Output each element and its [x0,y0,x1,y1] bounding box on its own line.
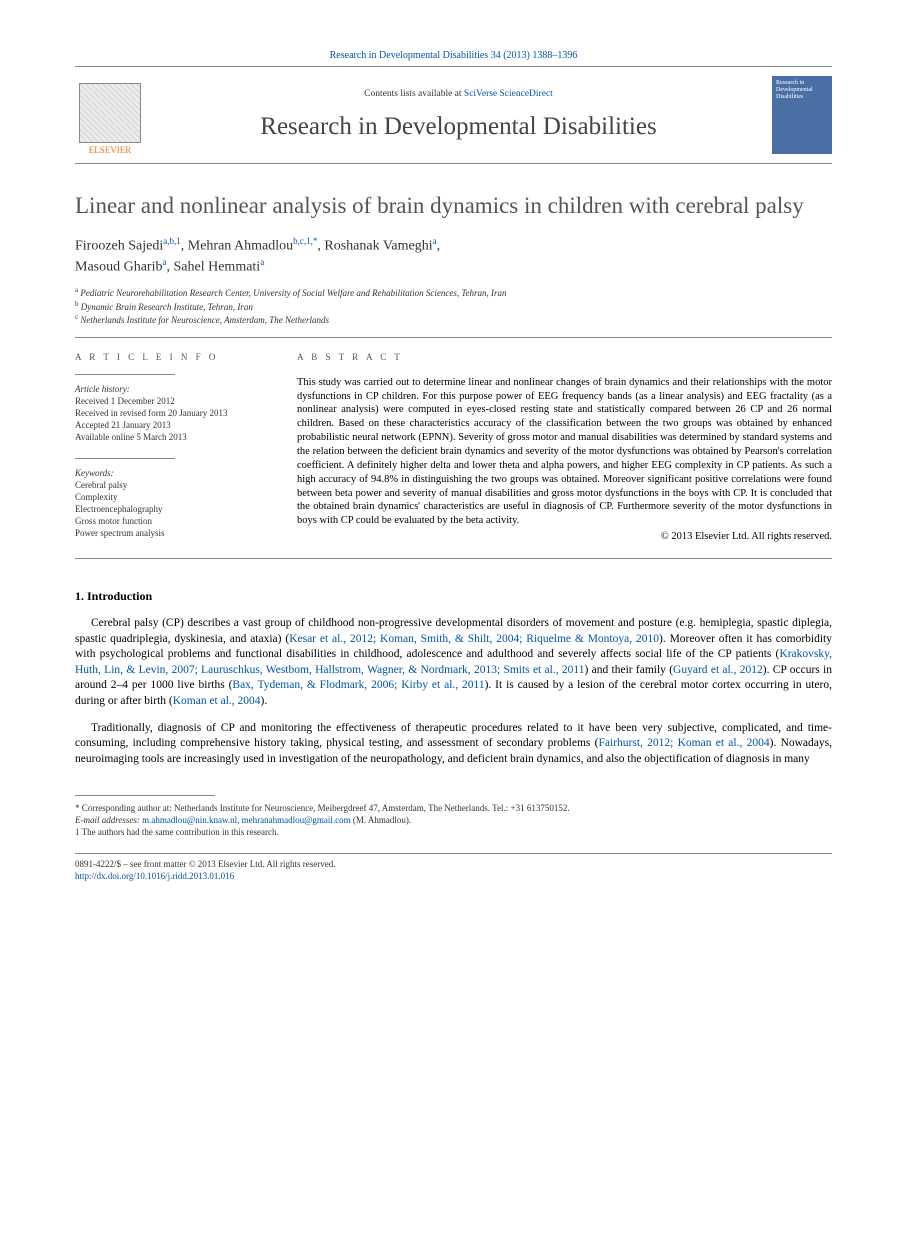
abstract-col: A B S T R A C T This study was carried o… [297,352,832,544]
author: Firoozeh Sajedi [75,238,163,253]
history-line: Received 1 December 2012 [75,395,275,407]
contribution-note: 1 The authors had the same contribution … [75,826,832,838]
keywords-block: Keywords: Cerebral palsy Complexity Elec… [75,467,275,540]
author-aff[interactable]: a [260,257,264,267]
info-abstract-block: A R T I C L E I N F O Article history: R… [75,352,832,544]
front-matter-line: 0891-4222/$ – see front matter © 2013 El… [75,858,832,870]
email-line: E-mail addresses: m.ahmadlou@nin.knaw.nl… [75,814,832,826]
journal-center: Contents lists available at SciVerse Sci… [145,89,772,141]
doi-link[interactable]: http://dx.doi.org/10.1016/j.ridd.2013.01… [75,871,234,881]
author: Sahel Hemmati [174,260,261,275]
citation-link[interactable]: Bax, Tydeman, & Flodmark, 2006; Kirby et… [232,679,484,691]
body-paragraph: Traditionally, diagnosis of CP and monit… [75,721,832,768]
contents-line: Contents lists available at SciVerse Sci… [145,89,772,99]
history-line: Accepted 21 January 2013 [75,419,275,431]
history-line: Received in revised form 20 January 2013 [75,407,275,419]
corresponding-author-note: * Corresponding author at: Netherlands I… [75,802,832,814]
keyword: Gross motor function [75,515,275,527]
affiliation: a Pediatric Neurorehabilitation Research… [75,286,832,300]
journal-ref-link[interactable]: Research in Developmental Disabilities 3… [330,50,578,61]
history-line: Available online 5 March 2013 [75,431,275,443]
article-info-heading: A R T I C L E I N F O [75,352,275,362]
section-heading: 1. Introduction [75,589,832,604]
sciencedirect-link[interactable]: SciVerse ScienceDirect [464,89,553,99]
keyword: Complexity [75,491,275,503]
keywords-label: Keywords: [75,467,275,479]
author-aff[interactable]: a,b,1 [163,236,181,246]
journal-header: ELSEVIER Contents lists available at Sci… [75,75,832,164]
affiliations: a Pediatric Neurorehabilitation Research… [75,286,832,327]
abstract-heading: A B S T R A C T [297,352,832,364]
rule [75,458,175,459]
citation-link[interactable]: Koman et al., 2004 [173,695,261,707]
citation-link[interactable]: Kesar et al., 2012; Koman, Smith, & Shil… [289,633,659,645]
citation-link[interactable]: Guyard et al., 2012 [673,664,763,676]
email-link[interactable]: mehranahmadlou@gmail.com [242,815,351,825]
footnotes: * Corresponding author at: Netherlands I… [75,802,832,838]
abstract-copyright: © 2013 Elsevier Ltd. All rights reserved… [297,530,832,544]
article-title: Linear and nonlinear analysis of brain d… [75,192,832,221]
article-history: Article history: Received 1 December 201… [75,383,275,444]
affiliation: b Dynamic Brain Research Institute, Tehr… [75,300,832,314]
affiliation: c Netherlands Institute for Neuroscience… [75,313,832,327]
keyword: Cerebral palsy [75,479,275,491]
author-list: Firoozeh Sajedia,b,1, Mehran Ahmadloub,c… [75,235,832,278]
history-label: Article history: [75,383,275,395]
publisher-logo[interactable]: ELSEVIER [75,75,145,155]
running-header: Research in Developmental Disabilities 3… [75,50,832,61]
citation-link[interactable]: Fairhurst, 2012; Koman et al., 2004 [599,737,770,749]
keyword: Electroencephalography [75,503,275,515]
author: Roshanak Vameghi [324,238,432,253]
footer: 0891-4222/$ – see front matter © 2013 El… [75,858,832,882]
rule [75,374,175,375]
article-info-col: A R T I C L E I N F O Article history: R… [75,352,297,544]
author-aff[interactable]: b,c,1,* [293,236,317,246]
rule [75,795,215,796]
journal-name: Research in Developmental Disabilities [145,113,772,141]
cover-thumbnail[interactable]: Research in Developmental Disabilities [772,76,832,154]
rule [75,66,832,67]
publisher-name: ELSEVIER [89,145,132,155]
author-aff[interactable]: a [163,257,167,267]
rule [75,337,832,338]
author: Masoud Gharib [75,260,163,275]
author: Mehran Ahmadlou [188,238,293,253]
body-paragraph: Cerebral palsy (CP) describes a vast gro… [75,616,832,709]
rule [75,558,832,559]
email-link[interactable]: m.ahmadlou@nin.knaw.nl [142,815,237,825]
elsevier-tree-icon [79,83,141,143]
keyword: Power spectrum analysis [75,527,275,539]
rule [75,853,832,854]
contents-prefix: Contents lists available at [364,89,464,99]
author-aff[interactable]: a [433,236,437,246]
abstract-text: This study was carried out to determine … [297,376,832,528]
email-label: E-mail addresses: [75,815,140,825]
